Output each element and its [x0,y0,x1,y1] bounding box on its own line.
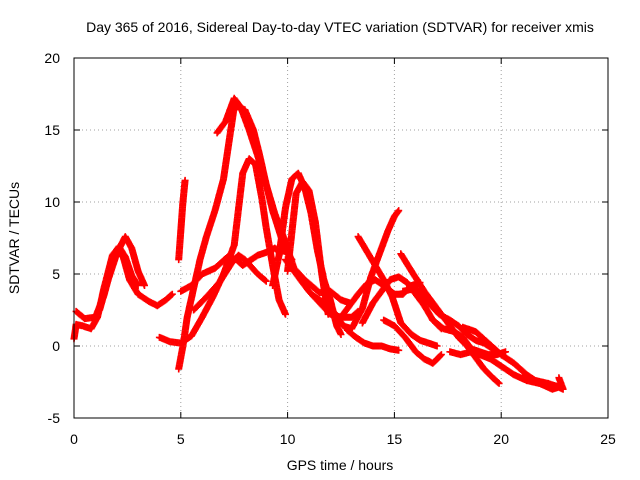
data-point [555,374,563,382]
series-track-17 [358,273,445,333]
data-point [168,290,176,298]
y-tick-label: -5 [48,410,61,426]
y-tick-label: 20 [44,50,60,66]
x-tick-label: 0 [70,431,78,447]
series-track-8 [190,251,270,314]
data-point [436,352,444,360]
ticks-layer: 0 5 10 15 20 25 -5 0 5 10 15 20 [44,50,616,447]
data-point [282,310,289,318]
data-points-layer [70,94,567,393]
series-track-24 [519,374,567,393]
data-point [181,176,189,184]
series-track-11 [284,178,332,318]
data-point [437,351,445,359]
x-tick-label: 5 [177,431,185,447]
data-point [395,207,403,215]
x-tick-label: 15 [387,431,403,447]
chart-title: Day 365 of 2016, Sidereal Day-to-day VTE… [86,19,594,35]
data-point [134,282,142,289]
data-point [395,346,403,354]
series-track-14 [343,326,403,354]
x-tick-label: 20 [493,431,509,447]
y-axis-title: SDTVAR / TECUs [6,182,22,294]
x-tick-label: 25 [600,431,616,447]
plot-frame [73,57,609,419]
y-tick-label: 10 [44,194,60,210]
data-point [261,276,269,284]
y-tick-label: 0 [52,338,60,354]
series-track-3 [96,233,148,314]
data-point [495,379,503,387]
y-tick-label: 15 [44,122,60,138]
series-track-6 [175,176,189,264]
data-point [262,277,270,285]
series-track-18 [380,316,445,367]
data-point [433,342,441,350]
x-tick-label: 10 [280,431,296,447]
data-point [141,282,148,289]
grid-layer [74,58,608,418]
y-tick-label: 5 [52,266,60,282]
data-point [337,331,345,338]
x-axis-title: GPS time / hours [287,457,394,473]
